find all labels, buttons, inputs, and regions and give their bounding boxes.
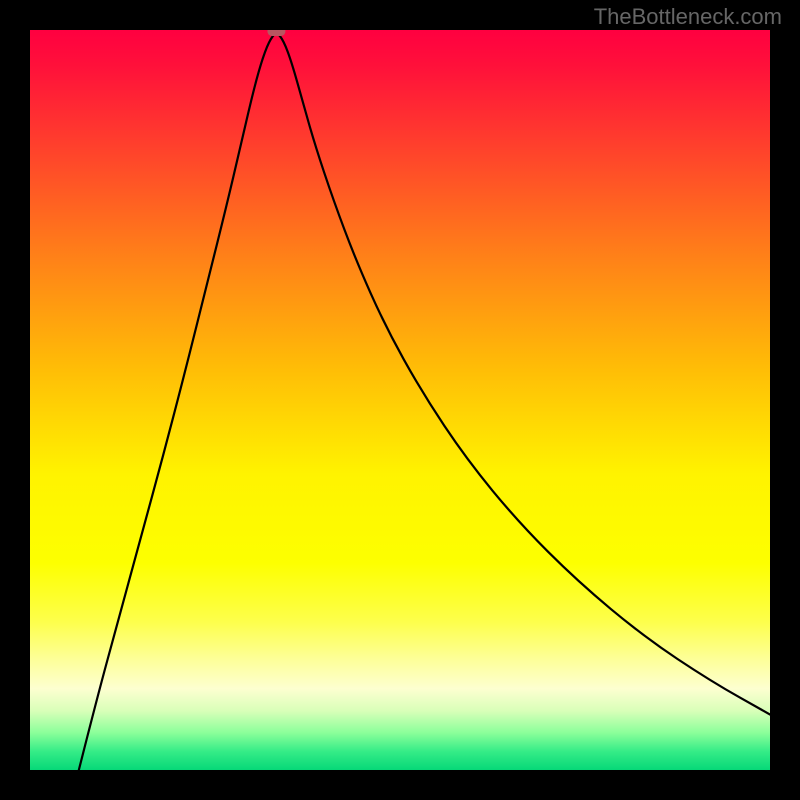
chart-min-marker — [267, 30, 285, 36]
watermark-text: TheBottleneck.com — [594, 4, 782, 30]
chart-background — [30, 30, 770, 770]
bottleneck-chart — [30, 30, 770, 770]
chart-plot-area — [30, 30, 770, 770]
